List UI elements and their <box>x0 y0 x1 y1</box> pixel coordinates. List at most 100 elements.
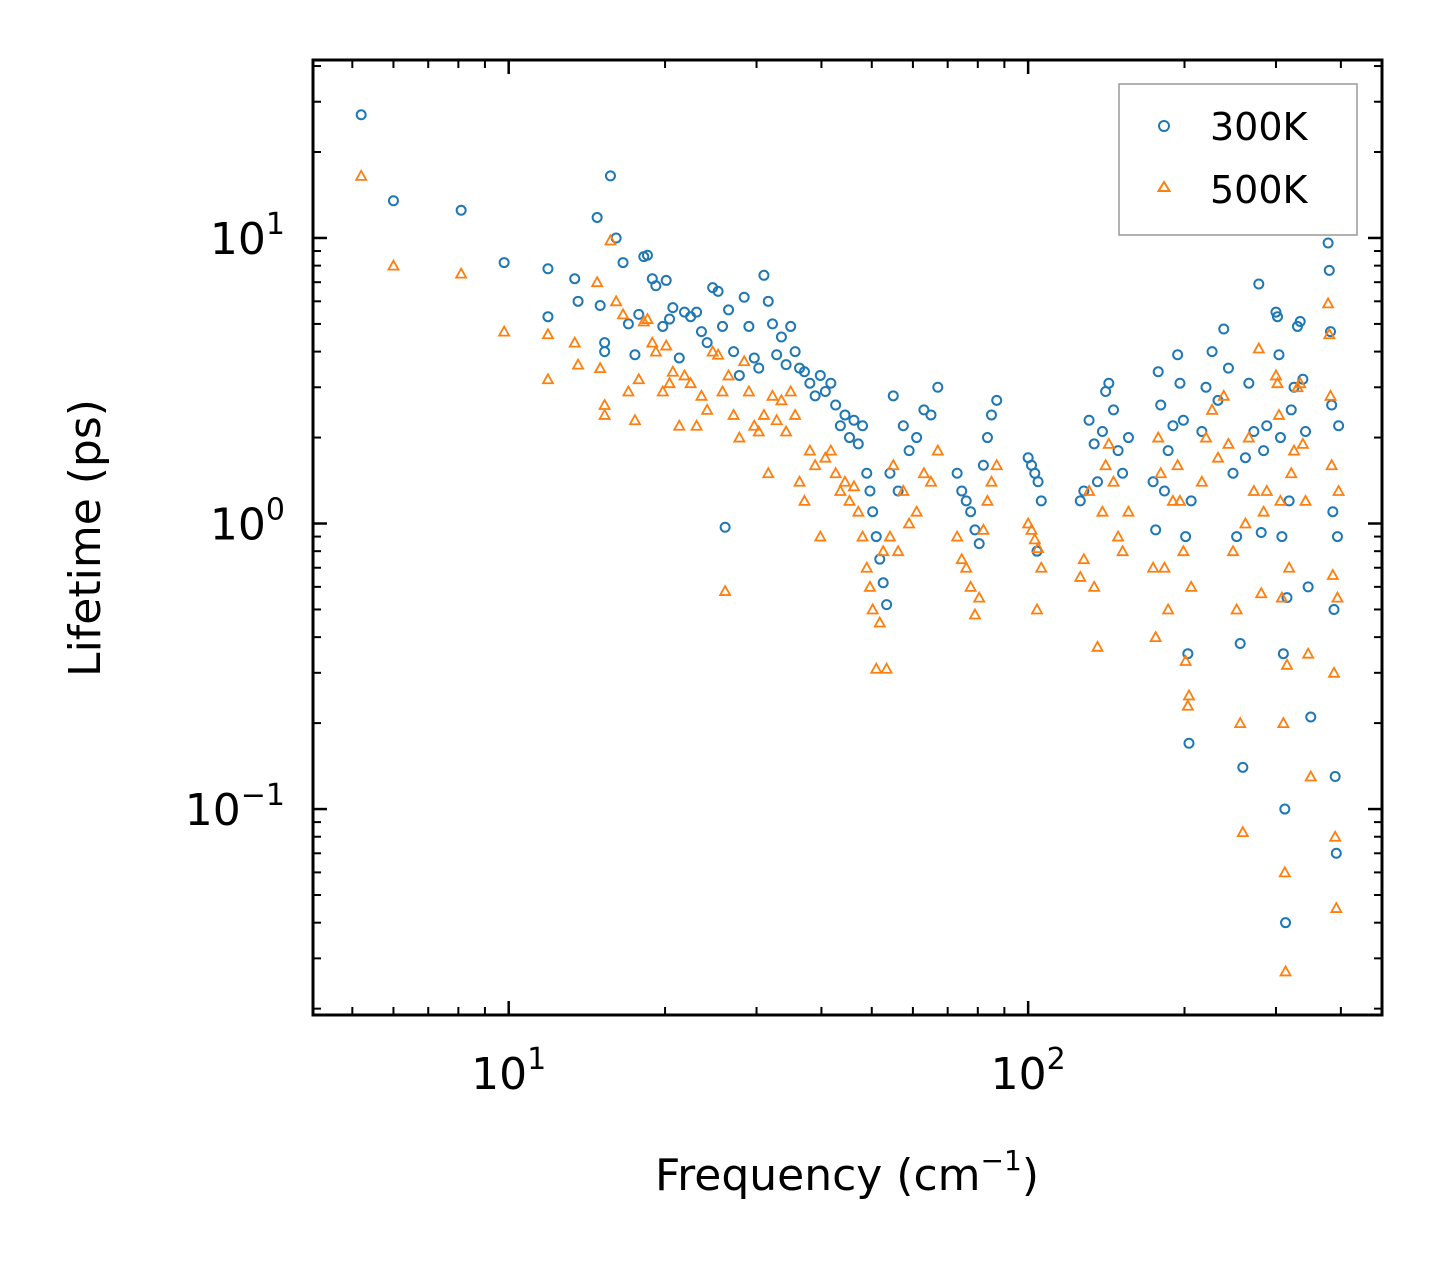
point-300K <box>723 304 735 316</box>
point-500K <box>803 443 817 456</box>
point-500K <box>980 494 994 506</box>
point-300K <box>985 409 997 421</box>
point-300K <box>617 257 629 269</box>
point-300K <box>1329 771 1341 783</box>
point-500K <box>497 324 511 337</box>
point-500K <box>1278 865 1292 878</box>
point-500K <box>1273 494 1287 506</box>
point-300K <box>798 366 810 378</box>
point-300K <box>1271 311 1283 323</box>
point-500K <box>568 335 582 348</box>
point-500K <box>950 529 964 542</box>
point-300K <box>542 311 554 323</box>
point-500K <box>842 494 857 506</box>
point-500K <box>838 474 852 487</box>
legend-label-500K: 500K <box>1210 168 1309 212</box>
point-300K <box>758 269 770 281</box>
point-500K <box>1293 376 1307 389</box>
point-500K <box>1179 654 1193 666</box>
point-300K <box>633 308 645 320</box>
point-500K <box>880 661 894 674</box>
point-500K <box>1330 590 1344 603</box>
point-300K <box>771 349 783 361</box>
point-300K <box>977 459 989 471</box>
point-300K <box>881 599 893 611</box>
point-300K <box>1239 452 1251 464</box>
point-300K <box>719 521 731 533</box>
point-500K <box>765 388 780 401</box>
point-500K <box>711 347 725 360</box>
point-300K <box>918 404 930 416</box>
point-300K <box>825 377 837 389</box>
point-300K <box>887 390 899 402</box>
point-500K <box>706 344 720 357</box>
point-500K <box>628 413 642 426</box>
point-500K <box>1024 523 1039 535</box>
point-500K <box>1236 825 1250 838</box>
point-300K <box>925 409 937 421</box>
point-500K <box>1021 516 1035 529</box>
point-500K <box>1252 341 1266 354</box>
point-300K <box>657 320 669 332</box>
point-300K <box>1088 438 1100 450</box>
point-500K <box>1329 901 1343 913</box>
point-500K <box>1272 408 1286 420</box>
point-300K <box>1253 278 1265 290</box>
point-300K <box>1122 432 1134 444</box>
point-300K <box>780 359 792 371</box>
point-500K <box>1275 590 1289 603</box>
point-500K <box>866 602 880 615</box>
point-500K <box>1090 639 1105 652</box>
y-tick-label: 10−1 <box>185 778 285 836</box>
point-500K <box>659 338 673 351</box>
point-500K <box>1221 437 1235 449</box>
point-500K <box>863 580 877 592</box>
point-500K <box>784 384 798 397</box>
point-300K <box>969 524 981 536</box>
point-300K <box>1147 476 1159 488</box>
tick-labels: 101 102 10−1 100 101 <box>185 207 1066 1100</box>
point-500K <box>632 372 646 385</box>
point-300K <box>951 467 963 479</box>
point-300K <box>695 326 707 338</box>
point-300K <box>1112 445 1124 457</box>
legend-marker-500K <box>1156 180 1172 192</box>
point-500K <box>1099 458 1113 471</box>
point-500K <box>1276 716 1290 728</box>
point-500K <box>616 307 630 320</box>
point-500K <box>640 312 655 324</box>
point-500K <box>645 335 659 348</box>
point-300K <box>1302 581 1314 593</box>
point-500K <box>1322 327 1336 340</box>
point-300K <box>650 280 662 292</box>
point-300K <box>728 346 740 358</box>
point-500K <box>891 544 905 557</box>
point-500K <box>1296 437 1310 449</box>
point-300K <box>1231 531 1243 543</box>
point-300K <box>1255 527 1267 539</box>
point-500K <box>818 450 832 463</box>
point-300K <box>1162 445 1174 457</box>
point-500K <box>886 458 900 471</box>
point-300K <box>1243 377 1255 389</box>
point-500K <box>1325 458 1339 471</box>
point-300K <box>932 381 944 393</box>
point-500K <box>1166 494 1180 506</box>
point-500K <box>1181 698 1195 711</box>
point-500K <box>1304 769 1318 782</box>
point-300K <box>1330 847 1342 859</box>
point-500K <box>621 384 635 397</box>
point-500K <box>955 552 969 565</box>
point-500K <box>1031 541 1045 554</box>
point-500K <box>931 443 945 456</box>
point-500K <box>1171 458 1185 471</box>
point-300K <box>766 318 778 330</box>
point-300K <box>1152 366 1164 378</box>
point-500K <box>737 354 751 367</box>
point-300K <box>1248 426 1260 438</box>
legend-box <box>1118 83 1358 236</box>
point-300K <box>622 318 634 330</box>
point-300K <box>664 313 676 325</box>
point-300K <box>1167 420 1179 432</box>
